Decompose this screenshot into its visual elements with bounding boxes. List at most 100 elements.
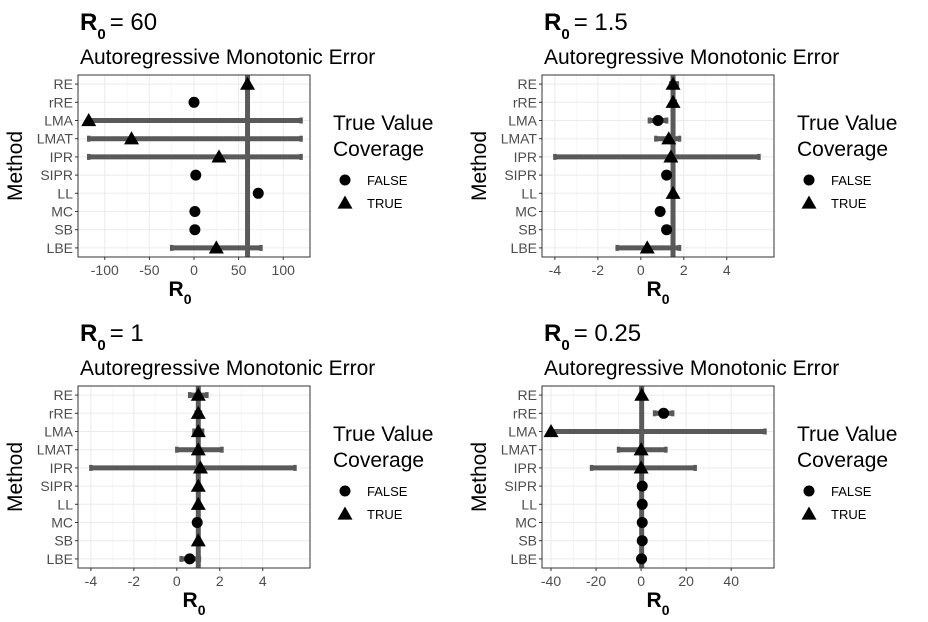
point-triangle bbox=[665, 94, 681, 108]
y-tick-label: LL bbox=[57, 496, 73, 512]
y-tick-label: RE bbox=[54, 387, 73, 403]
point-circle bbox=[654, 206, 666, 217]
y-tick-label: RE bbox=[518, 76, 537, 92]
x-tick-label: -100 bbox=[91, 262, 119, 278]
legend-label-true: TRUE bbox=[831, 507, 867, 522]
y-tick-label: SIPR bbox=[40, 167, 73, 183]
legend-key-circle bbox=[803, 485, 815, 497]
x-axis-title-subscript: 0 bbox=[662, 291, 670, 307]
x-tick-label: -20 bbox=[586, 573, 606, 589]
point-triangle bbox=[190, 424, 206, 438]
point-circle bbox=[636, 498, 648, 510]
legend-title-line2: Coverage bbox=[797, 138, 888, 161]
point-triangle bbox=[633, 442, 649, 456]
y-tick-label: RE bbox=[518, 387, 537, 403]
y-tick-label: LBE bbox=[511, 240, 537, 256]
x-tick-label: 40 bbox=[723, 573, 739, 589]
x-axis-title: R0 bbox=[647, 278, 670, 307]
x-tick-label: -50 bbox=[139, 262, 159, 278]
legend-label-false: FALSE bbox=[831, 173, 872, 188]
y-tick-label: LMA bbox=[508, 113, 537, 129]
panel-r0-0-25: R0 = 0.25 Autoregressive Monotonic Error … bbox=[468, 320, 897, 618]
plot-area: RE rRE LMA LMAT IPR SIPR LL MC SB LBE -100 -50 0 50 10… bbox=[37, 74, 311, 278]
legend-title-line2: Coverage bbox=[333, 138, 424, 161]
x-axis-title-main: R bbox=[647, 278, 662, 301]
panel-border bbox=[77, 385, 311, 569]
x-tick-label: 4 bbox=[723, 262, 731, 278]
plot-area: RE rRE LMA LMAT IPR SIPR LL MC SB LBE -4 -2 0 2 4 bbox=[37, 385, 311, 589]
title-subscript: 0 bbox=[97, 26, 105, 43]
y-axis-title: Method bbox=[4, 442, 27, 512]
legend-key-circle bbox=[339, 174, 351, 186]
panel-title: R0 = 1.5 bbox=[544, 9, 628, 43]
panel-title: R0 = 60 bbox=[80, 9, 157, 43]
y-tick-label: IPR bbox=[50, 149, 73, 165]
point-circle bbox=[190, 169, 202, 181]
panel-r0-1-5: R0 = 1.5 Autoregressive Monotonic Error R… bbox=[468, 9, 897, 307]
point-circle bbox=[191, 517, 203, 528]
y-tick-label: LMAT bbox=[501, 131, 538, 147]
title-value: = 0.25 bbox=[574, 320, 641, 347]
plot-area: RE rRE LMA LMAT IPR SIPR LL MC SB LBE -4 -2 0 2 4 bbox=[501, 74, 775, 278]
x-axis-title-main: R bbox=[647, 589, 662, 612]
legend-key-triangle bbox=[801, 195, 817, 209]
panel-border bbox=[541, 385, 775, 569]
point-triangle bbox=[211, 149, 227, 163]
y-tick-label: LMA bbox=[44, 113, 73, 129]
panel-subtitle: Autoregressive Monotonic Error bbox=[80, 357, 375, 380]
panel-title: R0 = 1 bbox=[80, 320, 144, 354]
legend-title-line1: True Value bbox=[333, 112, 433, 135]
x-axis-title: R0 bbox=[183, 589, 206, 618]
point-triangle bbox=[543, 424, 559, 438]
point-circle bbox=[189, 206, 201, 217]
legend-title-line1: True Value bbox=[333, 423, 433, 446]
title-value: = 60 bbox=[110, 9, 157, 36]
y-tick-label: SIPR bbox=[504, 478, 537, 494]
legend: True Value Coverage FALSE TRUE bbox=[797, 423, 897, 522]
point-triangle bbox=[665, 185, 681, 199]
point-triangle bbox=[208, 240, 224, 254]
legend-label-false: FALSE bbox=[367, 173, 408, 188]
y-tick-label: LMA bbox=[44, 424, 73, 440]
legend-title-line2: Coverage bbox=[797, 449, 888, 472]
panel-subtitle: Autoregressive Monotonic Error bbox=[80, 46, 375, 69]
point-circle bbox=[658, 407, 670, 419]
point-triangle bbox=[240, 76, 256, 90]
y-tick-label: LL bbox=[57, 185, 73, 201]
title-prefix: R bbox=[544, 320, 561, 347]
point-circle bbox=[636, 553, 648, 565]
y-tick-label: IPR bbox=[50, 460, 73, 476]
x-tick-label: 0 bbox=[173, 573, 181, 589]
point-circle bbox=[661, 224, 673, 236]
panel-r0-1: R0 = 1 Autoregressive Monotonic Error REr… bbox=[4, 320, 433, 618]
plot-area: RE rRE LMA LMAT IPR SIPR LL MC SB LBE-40 -20 0 20 40 bbox=[501, 385, 775, 589]
legend-label-true: TRUE bbox=[367, 507, 403, 522]
x-tick-label: -40 bbox=[541, 573, 561, 589]
point-triangle bbox=[190, 405, 206, 419]
point-triangle bbox=[190, 496, 206, 510]
x-tick-label: 50 bbox=[231, 262, 247, 278]
title-value: = 1 bbox=[110, 320, 144, 347]
x-tick-label: 2 bbox=[680, 262, 688, 278]
point-triangle bbox=[190, 478, 206, 492]
y-axis-title: Method bbox=[468, 131, 491, 201]
legend-label-false: FALSE bbox=[831, 484, 872, 499]
y-tick-label: LMAT bbox=[37, 442, 74, 458]
x-axis-title-main: R bbox=[183, 589, 198, 612]
x-tick-label: -4 bbox=[85, 573, 98, 589]
y-tick-label: LL bbox=[521, 185, 537, 201]
legend-title-line1: True Value bbox=[797, 112, 897, 135]
y-tick-label: IPR bbox=[514, 149, 537, 165]
y-tick-label: LBE bbox=[511, 551, 537, 567]
legend-label-true: TRUE bbox=[831, 196, 867, 211]
point-circle bbox=[652, 115, 664, 126]
legend-key-triangle bbox=[801, 506, 817, 520]
panel-subtitle: Autoregressive Monotonic Error bbox=[544, 46, 839, 69]
y-tick-label: LMAT bbox=[501, 442, 538, 458]
y-tick-label: LMAT bbox=[37, 131, 74, 147]
y-tick-label: IPR bbox=[514, 460, 537, 476]
legend-key-triangle bbox=[337, 506, 353, 520]
point-triangle bbox=[81, 113, 97, 127]
x-tick-label: 20 bbox=[678, 573, 694, 589]
point-triangle bbox=[190, 533, 206, 547]
